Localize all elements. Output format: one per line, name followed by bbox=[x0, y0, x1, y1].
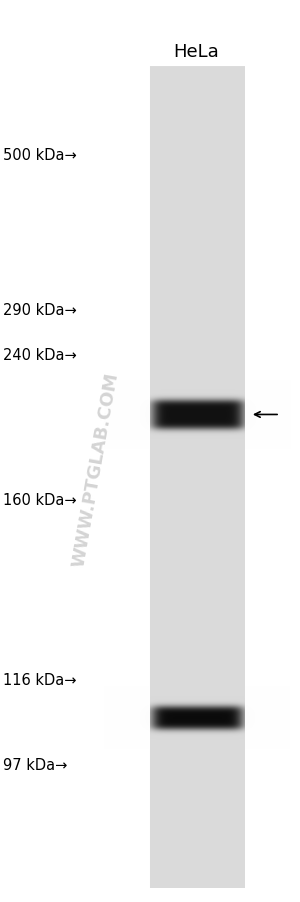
Text: HeLa: HeLa bbox=[174, 43, 219, 61]
Text: 240 kDa→: 240 kDa→ bbox=[3, 347, 77, 363]
Text: 116 kDa→: 116 kDa→ bbox=[3, 673, 76, 687]
Text: 97 kDa→: 97 kDa→ bbox=[3, 758, 68, 772]
Text: WWW.PTGLAB.COM: WWW.PTGLAB.COM bbox=[70, 371, 122, 567]
Text: 500 kDa→: 500 kDa→ bbox=[3, 148, 77, 162]
Text: 290 kDa→: 290 kDa→ bbox=[3, 302, 77, 318]
Text: 160 kDa→: 160 kDa→ bbox=[3, 492, 76, 508]
